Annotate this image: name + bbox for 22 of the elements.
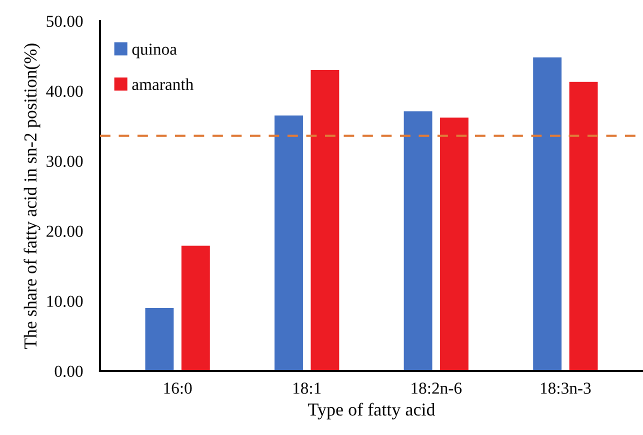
x-axis-title: Type of fatty acid (308, 402, 436, 420)
x-tick-label: 18:2n-6 (412, 382, 462, 394)
legend-label: quinoa (132, 44, 177, 58)
bar (533, 57, 562, 371)
y-tick-label: 0.00 (54, 366, 83, 378)
y-tick-label: 20.00 (46, 226, 83, 238)
bar (145, 308, 174, 371)
y-tick-label: 50.00 (46, 16, 83, 28)
bar (440, 118, 468, 371)
bar (404, 111, 432, 371)
x-tick-label: 18:3n-3 (540, 382, 591, 394)
legend-label: amaranth (132, 78, 194, 90)
x-tick-label: 16:0 (164, 382, 192, 394)
bar (569, 82, 598, 371)
bar (274, 116, 303, 371)
bar (181, 246, 210, 371)
y-tick-label: 30.00 (46, 156, 83, 168)
y-tick-label: 40.00 (46, 86, 83, 98)
bar (310, 70, 340, 371)
y-axis-title: The share of fatty acid in sn-2 position(%) (24, 44, 40, 349)
x-tick-label: 18:1 (294, 382, 321, 394)
y-tick-label: 10.00 (47, 296, 83, 308)
